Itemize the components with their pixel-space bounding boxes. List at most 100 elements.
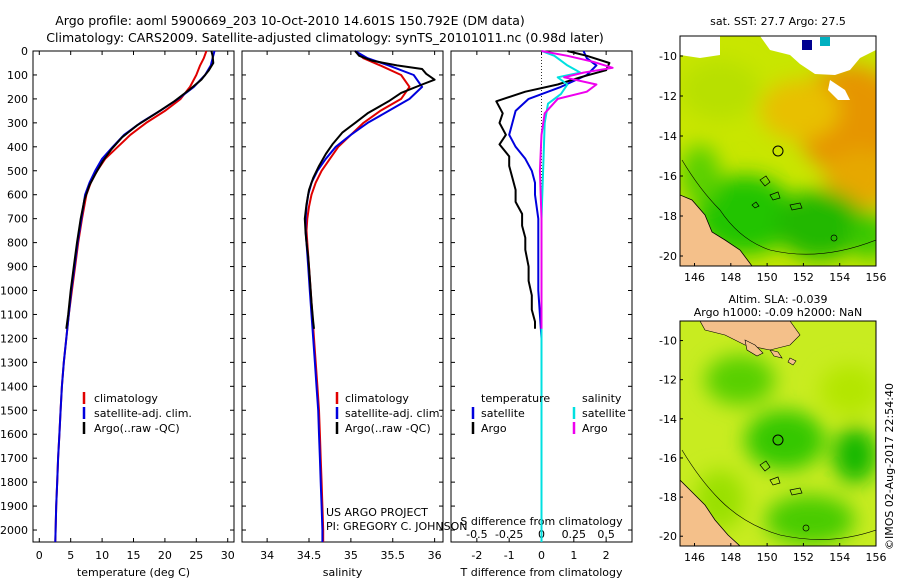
pi-credit: PI: GREGORY C. JOHNSON <box>326 520 467 533</box>
sst-map-frame <box>679 35 877 267</box>
x-tick-label: 36 <box>428 549 442 562</box>
sst-map-title: sat. SST: 27.7 Argo: 27.5 <box>710 15 846 28</box>
figure-title-line2: Climatology: CARS2009. Satellite-adjuste… <box>46 30 603 45</box>
x-tick-label: 0 <box>538 549 545 562</box>
y-tick-label: 100 <box>7 69 28 82</box>
map-x-tick-label: 150 <box>757 271 778 284</box>
legend-satellite-label: satellite-adj. clim. <box>345 407 443 420</box>
x-tick-label: 35 <box>344 549 358 562</box>
legend-salinity-header: salinity <box>582 392 622 405</box>
map-y-tick-label: -16 <box>659 452 677 465</box>
legend-s-satellite-label: satellite <box>582 407 626 420</box>
x-tick-label: 25 <box>189 549 203 562</box>
map-x-tick-label: 156 <box>866 271 887 284</box>
map-y-tick-label: -16 <box>659 170 677 183</box>
x-tick-label: 10 <box>95 549 109 562</box>
legend-climatology-label: climatology <box>94 392 158 405</box>
y-tick-label: 1000 <box>0 285 28 298</box>
sla-argo-marker <box>772 434 784 446</box>
x2-tick-label: -0.25 <box>495 528 523 541</box>
map-axes: 146 148 150 152 154 156 -10 -12 -14 -16 -18 -20 146 1… <box>659 50 886 564</box>
imos-timestamp: ©IMOS 02-Aug-2017 22:54:40 <box>883 383 896 550</box>
y-tick-label: 400 <box>7 141 28 154</box>
map-x-tick-label: 150 <box>757 551 778 564</box>
sst-map <box>679 35 877 267</box>
y-tick-label: 1300 <box>0 356 28 369</box>
x-tick-label: 34.5 <box>297 549 322 562</box>
series-salinity-argo <box>538 50 614 329</box>
map-x-tick-label: 146 <box>684 271 705 284</box>
series-satellite-adj-clim- <box>54 50 216 543</box>
legend-temperature-header: temperature <box>481 392 550 405</box>
y-tick-label: 800 <box>7 237 28 250</box>
x-tick-label: 20 <box>158 549 172 562</box>
x-tick-label: 15 <box>127 549 141 562</box>
map-y-tick-label: -10 <box>659 50 677 63</box>
legend-t-satellite-label: satellite <box>481 407 525 420</box>
series-temperature-argo <box>495 50 611 329</box>
map-y-tick-label: -20 <box>659 250 677 263</box>
y-tick-label: 300 <box>7 117 28 130</box>
legend-argo-label: Argo(..raw -QC) <box>345 422 431 435</box>
map-y-tick-label: -14 <box>659 413 677 426</box>
y-tick-label: 1100 <box>0 308 28 321</box>
x2-tick-label: 0.25 <box>562 528 587 541</box>
y-tick-label: 1400 <box>0 380 28 393</box>
salinity-legend: climatology satellite-adj. clim. Argo(..… <box>335 392 443 435</box>
x-axis-label: temperature (deg C) <box>77 566 190 579</box>
y-tick-label: 1200 <box>0 332 28 345</box>
series-satellite-adj-clim- <box>304 50 424 542</box>
y-tick-label: 500 <box>7 165 28 178</box>
x-tick-label: 35.5 <box>381 549 406 562</box>
map-x-tick-label: 152 <box>793 271 814 284</box>
x-tick-label: 2 <box>603 549 610 562</box>
legend-s-argo-label: Argo <box>582 422 608 435</box>
map-y-tick-label: -14 <box>659 130 677 143</box>
sla-map-frame <box>679 320 877 547</box>
y-tick-label: 1600 <box>0 428 28 441</box>
salinity-profile-panel: 34 34.5 35 35.5 36 salinity <box>241 50 444 579</box>
legend-satellite-label: satellite-adj. clim. <box>94 407 192 420</box>
map-y-tick-label: -12 <box>659 374 677 387</box>
y-tick-label: 1900 <box>0 500 28 513</box>
x2-tick-label: 0.5 <box>597 528 615 541</box>
x-axis-label: T difference from climatology <box>460 566 623 579</box>
series-climatology <box>305 50 411 542</box>
legend-climatology-label: climatology <box>345 392 409 405</box>
series-argo-raw-qc- <box>65 50 215 329</box>
x-tick-label: 34 <box>260 549 274 562</box>
y-tick-label: 1500 <box>0 404 28 417</box>
map-y-tick-label: -10 <box>659 335 677 348</box>
map-y-tick-label: -18 <box>659 491 677 504</box>
legend-argo-label: Argo(..raw -QC) <box>94 422 180 435</box>
temperature-legend: climatology satellite-adj. clim. Argo(..… <box>82 392 192 435</box>
map-x-tick-label: 152 <box>793 551 814 564</box>
plot-frame <box>32 50 235 543</box>
series-climatology <box>54 50 208 543</box>
difference-legend: temperature satellite Argo salinity sate… <box>471 392 626 435</box>
y-tick-label: 1800 <box>0 476 28 489</box>
sla-map-title-1: Altim. SLA: -0.039 <box>728 293 827 306</box>
sla-map-title-2: Argo h1000: -0.09 h2000: NaN <box>694 306 863 319</box>
y-tick-label: 200 <box>7 93 28 106</box>
map-x-tick-label: 154 <box>829 271 850 284</box>
x-tick-label: 1 <box>570 549 577 562</box>
map-x-tick-label: 156 <box>866 551 887 564</box>
y-tick-label: 600 <box>7 189 28 202</box>
x2-tick-label: -0.5 <box>466 528 487 541</box>
y-tick-label: 700 <box>7 213 28 226</box>
x-tick-label: -2 <box>471 549 482 562</box>
sla-map <box>679 320 877 547</box>
plot-frame <box>241 50 444 543</box>
x-axis-label: salinity <box>323 566 363 579</box>
map-y-tick-label: -18 <box>659 210 677 223</box>
series-salinity-satellite <box>540 50 582 542</box>
map-y-tick-label: -12 <box>659 90 677 103</box>
map-x-tick-label: 154 <box>829 551 850 564</box>
difference-profile-panel: -2 -1 0 1 2-0.5 -0.25 0 0.25 0.5S difference fro… <box>450 50 633 579</box>
map-x-tick-label: 148 <box>720 551 741 564</box>
project-credit: US ARGO PROJECT <box>326 506 428 519</box>
y-tick-label: 0 <box>21 45 28 58</box>
sst-argo-marker <box>772 145 784 157</box>
